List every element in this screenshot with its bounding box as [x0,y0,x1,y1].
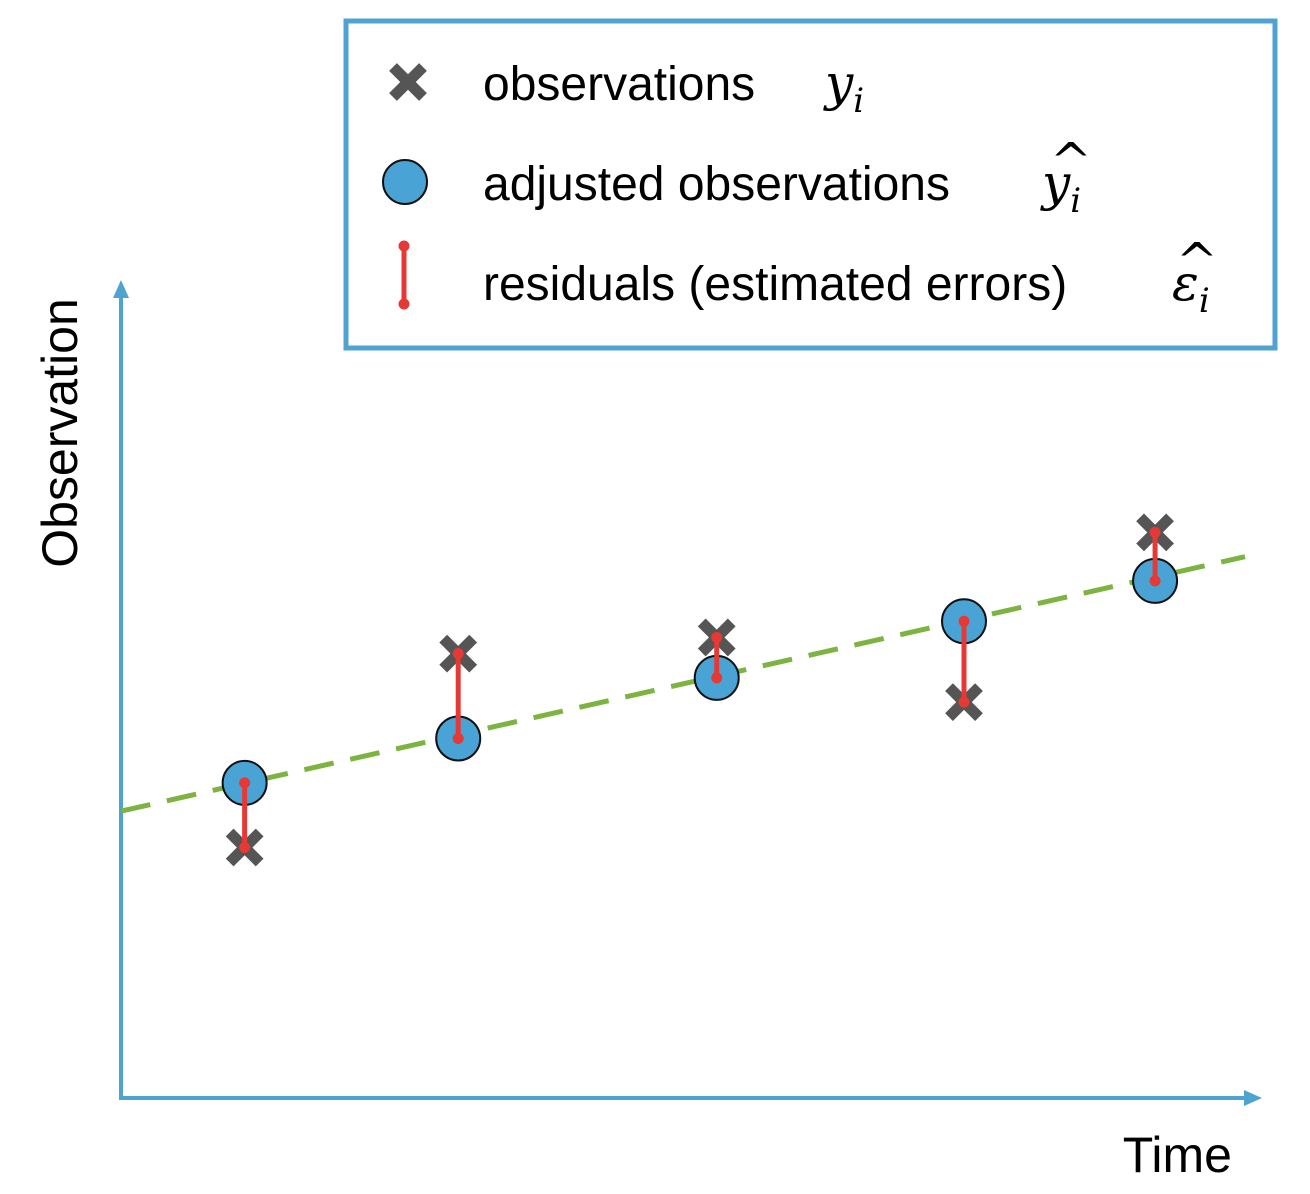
observation-legend-icon [389,63,427,101]
residual-line [958,615,970,708]
residual-line [239,777,251,854]
legend-label-observations: observations [483,58,755,111]
y-axis-label: Observation [32,298,88,568]
x-axis-label: Time [1123,1127,1232,1183]
legend-box [343,18,1278,351]
residual-line [1149,526,1161,587]
legend-label-adjusted: adjusted observations [483,158,950,211]
data-marks [221,513,1179,867]
legend-math-observations: yi [823,54,864,121]
y-axis-arrow-icon [113,280,129,298]
residual-line [452,648,464,744]
x-axis-arrow-icon [1244,1090,1262,1106]
residual-line [711,631,723,684]
legend-hat-residuals: ^ [1176,232,1218,290]
fit-line [120,554,1246,814]
legend: observations yi adjusted observations yi… [343,18,1278,351]
legend-math-adjusted: yi [1040,154,1081,221]
legend-hat-adjusted: ^ [1050,132,1092,190]
legend-math-residuals: εi [1172,254,1210,321]
residual-legend-icon [398,240,410,310]
adjusted-legend-icon [382,159,428,205]
legend-label-residuals: residuals (estimated errors) [483,258,1067,311]
